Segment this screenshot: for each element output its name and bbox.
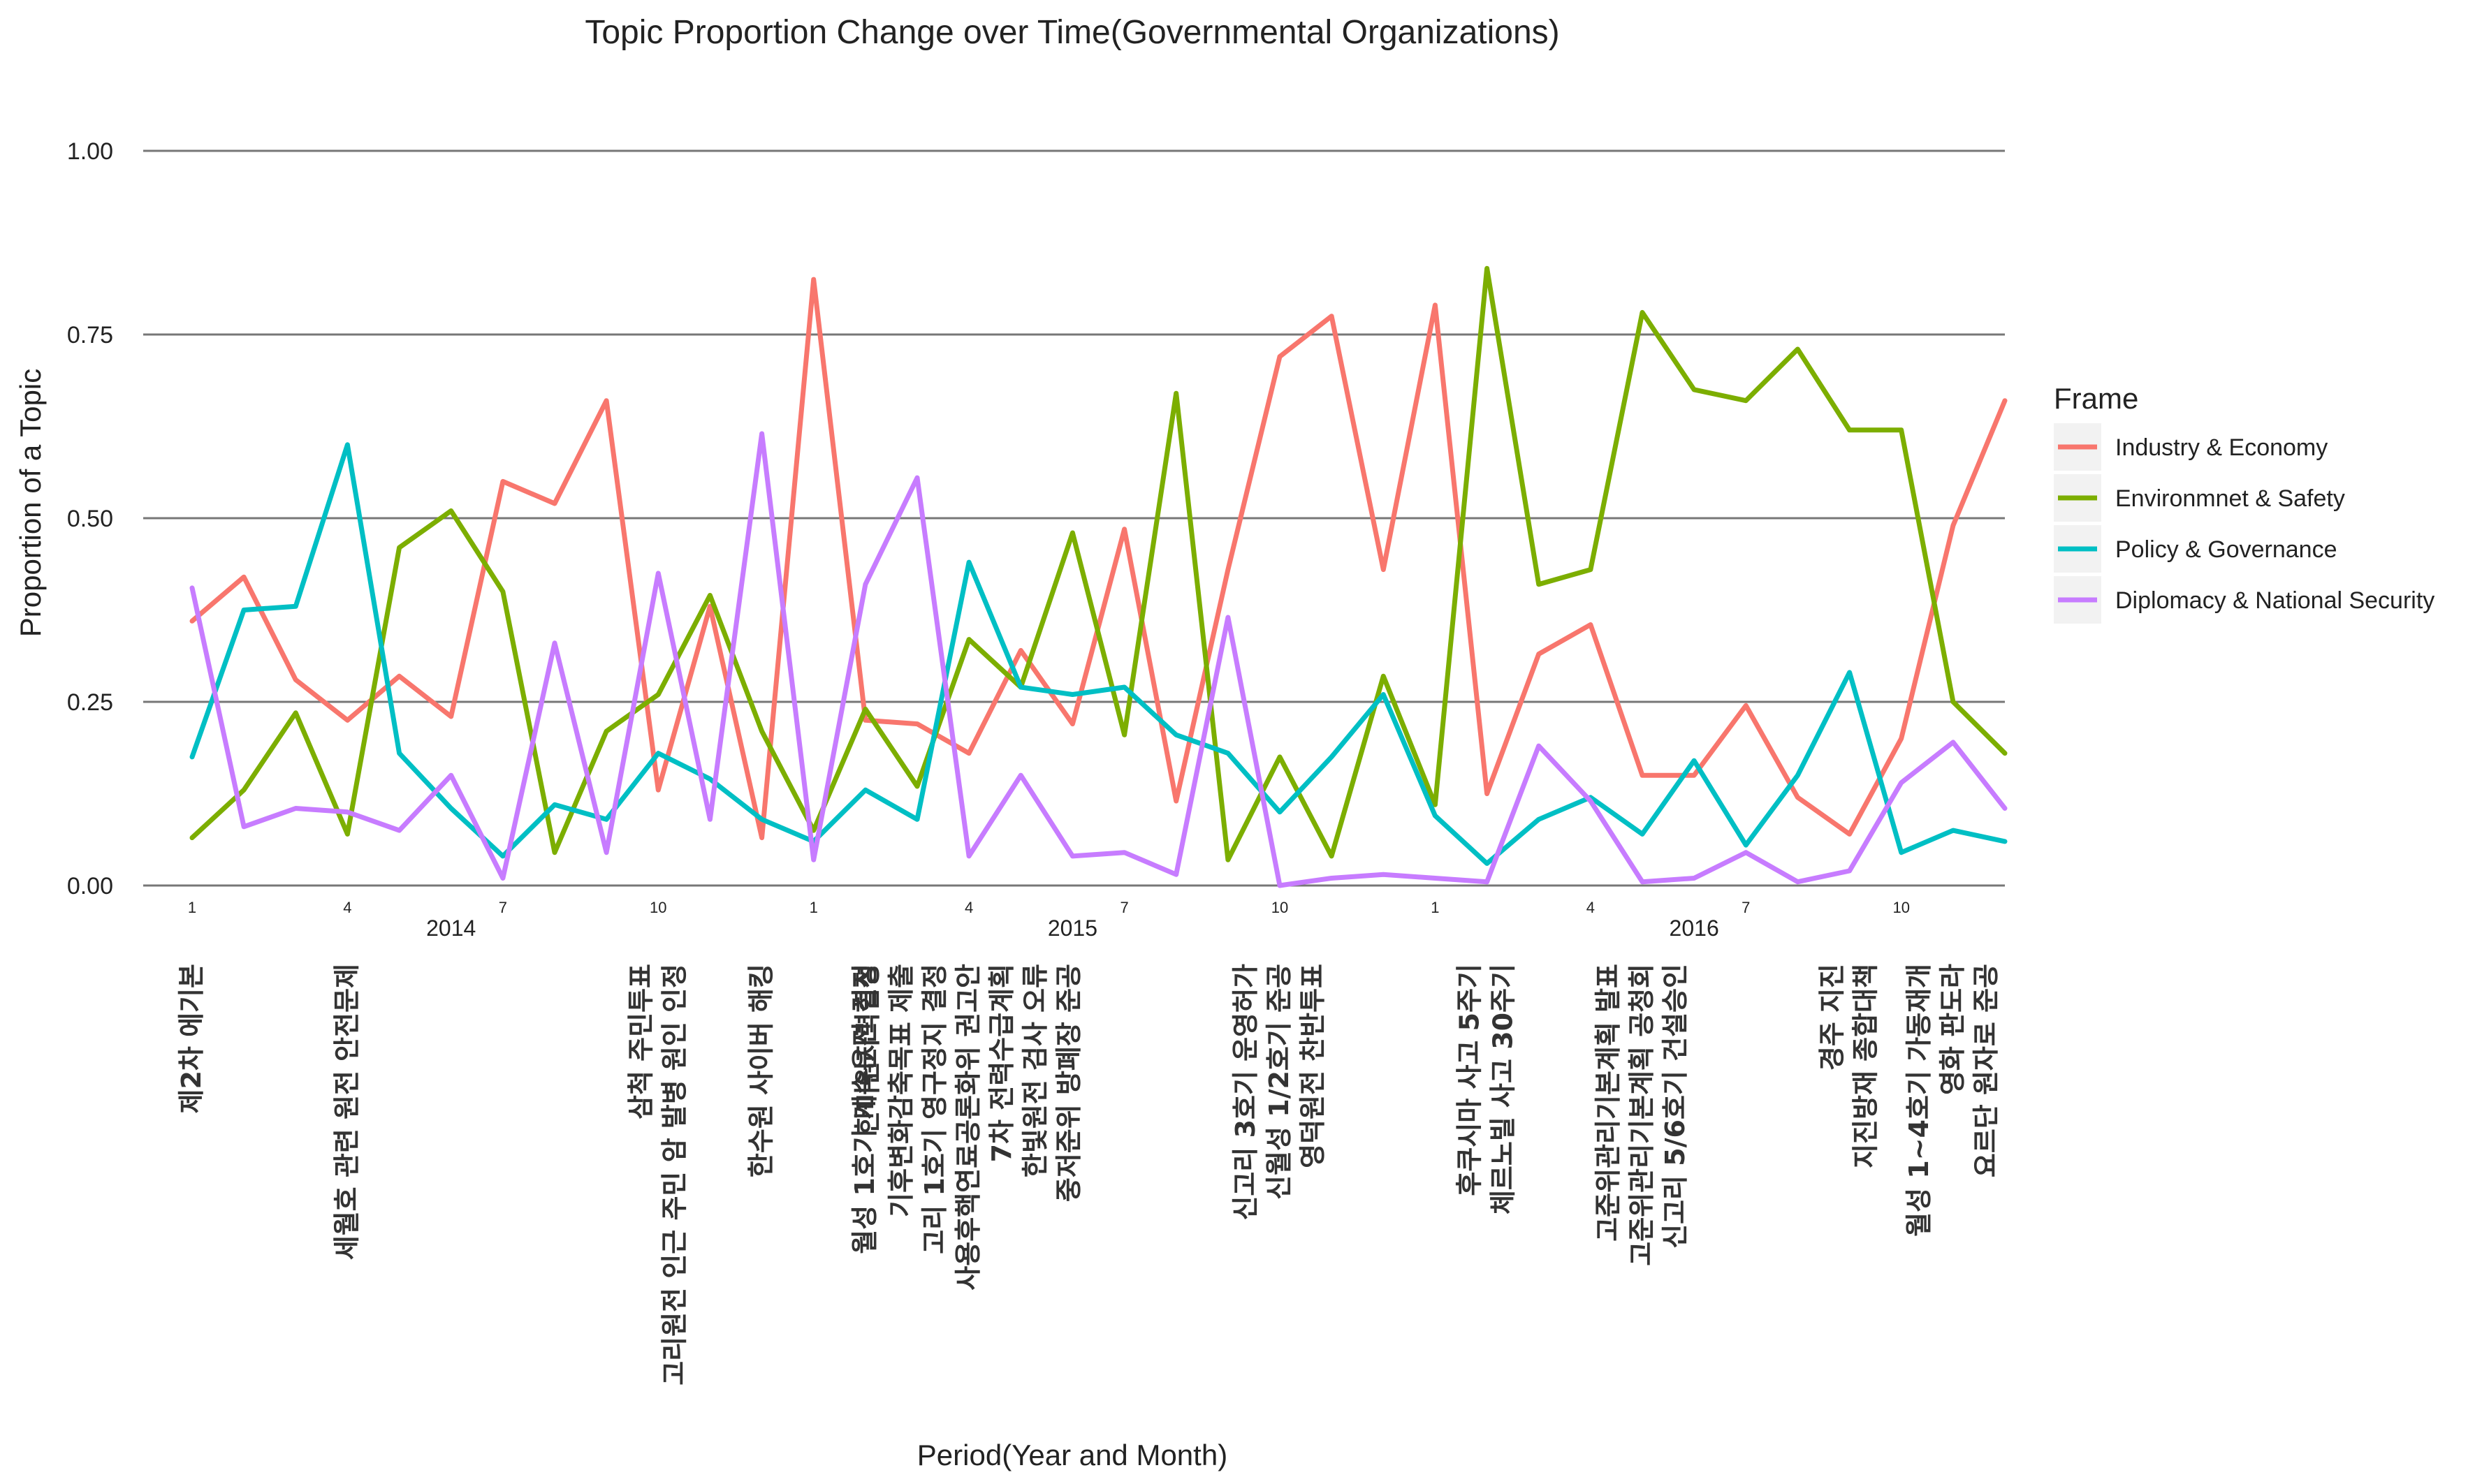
x-month-tick-label: 7 [499,899,507,916]
event-label: 제2차 에기본 [176,964,207,1113]
event-label: 요르단 원자로 준공 [1971,964,2001,1177]
x-month-tick-label: 10 [1271,899,1288,916]
series-line [189,277,2008,841]
event-label: 중저준위 방폐장 준공 [1053,964,1084,1202]
x-month-tick-label: 10 [650,899,666,916]
series-line [189,431,2008,888]
x-axis-label: Period(Year and Month) [917,1439,1227,1471]
event-label: 기후변화감축목표 제출 [886,964,917,1217]
event-label: 영화 판도라 [1937,964,1968,1095]
x-month-tick-label: 4 [965,899,973,916]
event-label: 지진방재 종합대책 [1850,964,1881,1168]
event-label: 경주 지진 [1817,964,1848,1071]
event-label: 삼척 주민투표 [625,964,656,1119]
event-label: 고리원전 인근 주민 암 발병 원인 인정 [659,964,689,1386]
x-year-label: 2016 [1670,916,1719,941]
event-label: 신고리 3호기 운영허가 [1230,964,1261,1221]
x-year-label: 2015 [1048,916,1097,941]
gridlines: 0.00 0.25 0.50 0.75 1.00 [67,138,2005,899]
series-line [189,442,2008,866]
legend-label: Industry & Economy [2115,434,2328,461]
legend-label: Environmnet & Safety [2115,485,2345,512]
event-label: 고준위관리기본계획 발표 [1593,964,1623,1242]
chart-title: Topic Proportion Change over Time(Govern… [585,14,1559,51]
series-lines [189,265,2008,888]
event-label: 고준위관리기본계획 공청회 [1626,964,1657,1266]
legend: Frame Industry & Economy Environmnet & Sa… [2054,382,2434,624]
y-tick-label: 0.00 [67,873,113,899]
x-month-tick-label: 10 [1892,899,1909,916]
y-tick-label: 0.50 [67,506,113,532]
event-label: 후쿠시마 사고 5주기 [1454,964,1485,1196]
y-tick-label: 0.75 [67,322,113,348]
event-annotations: 제2차 에기본 세월호 관련 원전 안전문제 삼척 주민투표 고리원전 인근 주민 암… [176,964,2001,1386]
series-line [189,265,2008,862]
x-month-tick-label: 1 [1431,899,1439,916]
x-month-tick-label: 7 [1742,899,1750,916]
x-year-label: 2014 [426,916,476,941]
event-label: 한미원자력협정 [852,964,883,1135]
event-label: 7차 전력수급계획 [986,964,1017,1162]
event-label: 한빛원전 검사 오류 [1020,964,1051,1177]
y-tick-label: 0.25 [67,689,113,716]
y-tick-label: 1.00 [67,138,113,165]
x-month-tick-label: 1 [188,899,196,916]
x-month-tick-label: 4 [1586,899,1595,916]
event-label: 월성 1~4호기 가동재개 [1904,964,1934,1237]
legend-title: Frame [2054,382,2138,415]
event-label: 사용후핵연료공론화위 권고안 [953,964,984,1291]
event-label: 체르노빌 사고 30주기 [1488,964,1519,1214]
event-label: 월성 1호기 계속운전 결정 [849,964,880,1254]
x-month-tick-label: 1 [810,899,818,916]
legend-label: Diplomacy & National Security [2115,587,2434,614]
x-month-tick-label: 7 [1120,899,1128,916]
axes: 1 4 7 10 1 4 7 10 1 4 7 10 2014 2015 2016 [188,899,1910,941]
event-label: 신고리 5/6호기 건설승인 [1660,964,1691,1249]
event-label: 한수원 사이버 해킹 [746,964,777,1177]
event-label: 세월호 관련 원전 안전문제 [331,964,362,1260]
x-month-tick-label: 4 [343,899,351,916]
event-label: 고리 1호기 영구정지 결정 [919,964,950,1254]
event-label: 영덕원전 찬반투표 [1297,964,1328,1168]
y-axis-label: Proportion of a Topic [14,369,47,637]
event-label: 신월성 1/2호기 준공 [1264,964,1294,1200]
legend-label: Policy & Governance [2115,536,2337,563]
